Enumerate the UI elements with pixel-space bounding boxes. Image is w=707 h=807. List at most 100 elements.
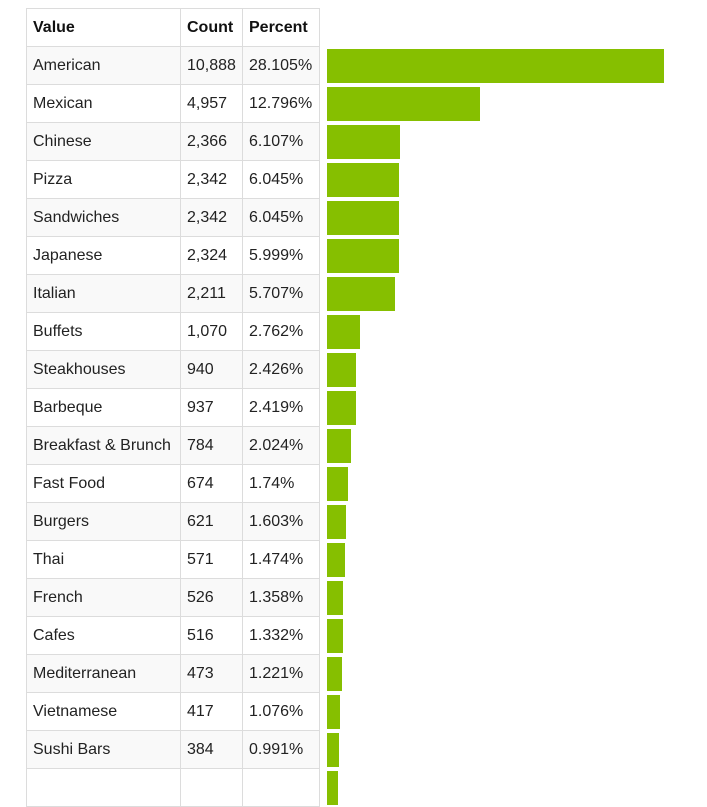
percent-cell: 6.045% bbox=[242, 160, 320, 199]
bar-cell bbox=[319, 616, 668, 655]
count-cell: 2,324 bbox=[180, 236, 243, 275]
bar bbox=[327, 580, 343, 615]
header-row: Value Count Percent bbox=[26, 8, 668, 47]
value-cell: Fast Food bbox=[26, 464, 181, 503]
bar bbox=[327, 124, 400, 159]
count-cell: 937 bbox=[180, 388, 243, 427]
count-cell: 473 bbox=[180, 654, 243, 693]
percent-cell: 1.474% bbox=[242, 540, 320, 579]
frequency-table: Value Count Percent American 10,888 28.105… bbox=[26, 8, 668, 807]
bar-cell bbox=[319, 274, 668, 313]
table-row: Breakfast & Brunch 784 2.024% bbox=[26, 426, 668, 465]
count-cell: 4,957 bbox=[180, 84, 243, 123]
value-cell: French bbox=[26, 578, 181, 617]
bar bbox=[327, 504, 346, 539]
bar bbox=[327, 466, 348, 501]
count-cell: 417 bbox=[180, 692, 243, 731]
count-cell: 674 bbox=[180, 464, 243, 503]
bar bbox=[327, 314, 360, 349]
percent-cell: 2.762% bbox=[242, 312, 320, 351]
percent-cell: 1.74% bbox=[242, 464, 320, 503]
percent-cell: 5.999% bbox=[242, 236, 320, 275]
bar bbox=[327, 542, 345, 577]
table-row bbox=[26, 768, 668, 807]
bar bbox=[327, 86, 480, 121]
bar-cell bbox=[319, 730, 668, 769]
count-cell: 2,342 bbox=[180, 198, 243, 237]
bar-cell bbox=[319, 160, 668, 199]
value-cell: Sandwiches bbox=[26, 198, 181, 237]
value-cell: Burgers bbox=[26, 502, 181, 541]
value-cell: American bbox=[26, 46, 181, 85]
bar-cell bbox=[319, 388, 668, 427]
percent-cell: 5.707% bbox=[242, 274, 320, 313]
bar bbox=[327, 428, 351, 463]
percent-cell: 1.603% bbox=[242, 502, 320, 541]
percent-column-header: Percent bbox=[242, 8, 320, 47]
bar bbox=[327, 238, 399, 273]
bar bbox=[327, 200, 399, 235]
count-cell: 2,342 bbox=[180, 160, 243, 199]
count-cell bbox=[180, 768, 243, 807]
bar-cell bbox=[319, 768, 668, 807]
value-cell: Sushi Bars bbox=[26, 730, 181, 769]
table-body: American 10,888 28.105% Mexican 4,957 12.796%… bbox=[26, 46, 668, 807]
table-row: Japanese 2,324 5.999% bbox=[26, 236, 668, 275]
table-row: Burgers 621 1.603% bbox=[26, 502, 668, 541]
percent-cell: 0.991% bbox=[242, 730, 320, 769]
bar-cell bbox=[319, 198, 668, 237]
count-cell: 10,888 bbox=[180, 46, 243, 85]
count-cell: 2,366 bbox=[180, 122, 243, 161]
table-row: Sandwiches 2,342 6.045% bbox=[26, 198, 668, 237]
frequency-table-container: Value Count Percent American 10,888 28.105… bbox=[26, 8, 668, 807]
bar-column-header bbox=[319, 8, 668, 47]
bar-cell bbox=[319, 692, 668, 731]
bar bbox=[327, 770, 338, 805]
percent-cell: 1.076% bbox=[242, 692, 320, 731]
value-cell: Italian bbox=[26, 274, 181, 313]
count-cell: 784 bbox=[180, 426, 243, 465]
table-row: Mexican 4,957 12.796% bbox=[26, 84, 668, 123]
percent-cell: 2.024% bbox=[242, 426, 320, 465]
table-row: Vietnamese 417 1.076% bbox=[26, 692, 668, 731]
table-row: Thai 571 1.474% bbox=[26, 540, 668, 579]
table-row: Chinese 2,366 6.107% bbox=[26, 122, 668, 161]
bar bbox=[327, 694, 340, 729]
value-cell: Buffets bbox=[26, 312, 181, 351]
table-row: Pizza 2,342 6.045% bbox=[26, 160, 668, 199]
bar-cell bbox=[319, 502, 668, 541]
bar bbox=[327, 162, 399, 197]
count-cell: 940 bbox=[180, 350, 243, 389]
bar-cell bbox=[319, 312, 668, 351]
table-row: Cafes 516 1.332% bbox=[26, 616, 668, 655]
count-cell: 571 bbox=[180, 540, 243, 579]
count-cell: 2,211 bbox=[180, 274, 243, 313]
bar-cell bbox=[319, 426, 668, 465]
value-cell: Vietnamese bbox=[26, 692, 181, 731]
table-row: French 526 1.358% bbox=[26, 578, 668, 617]
bar bbox=[327, 352, 356, 387]
table-row: Fast Food 674 1.74% bbox=[26, 464, 668, 503]
bar bbox=[327, 276, 395, 311]
count-column-header: Count bbox=[180, 8, 243, 47]
percent-cell: 2.419% bbox=[242, 388, 320, 427]
value-column-header: Value bbox=[26, 8, 181, 47]
value-cell: Pizza bbox=[26, 160, 181, 199]
value-cell: Barbeque bbox=[26, 388, 181, 427]
bar bbox=[327, 390, 356, 425]
table-row: Sushi Bars 384 0.991% bbox=[26, 730, 668, 769]
count-cell: 516 bbox=[180, 616, 243, 655]
bar-cell bbox=[319, 46, 668, 85]
percent-cell: 12.796% bbox=[242, 84, 320, 123]
bar-cell bbox=[319, 350, 668, 389]
table-row: Barbeque 937 2.419% bbox=[26, 388, 668, 427]
bar-cell bbox=[319, 578, 668, 617]
bar bbox=[327, 656, 342, 691]
bar-cell bbox=[319, 540, 668, 579]
value-cell: Breakfast & Brunch bbox=[26, 426, 181, 465]
percent-cell: 1.332% bbox=[242, 616, 320, 655]
value-cell: Chinese bbox=[26, 122, 181, 161]
bar bbox=[327, 618, 343, 653]
count-cell: 384 bbox=[180, 730, 243, 769]
value-cell: Cafes bbox=[26, 616, 181, 655]
